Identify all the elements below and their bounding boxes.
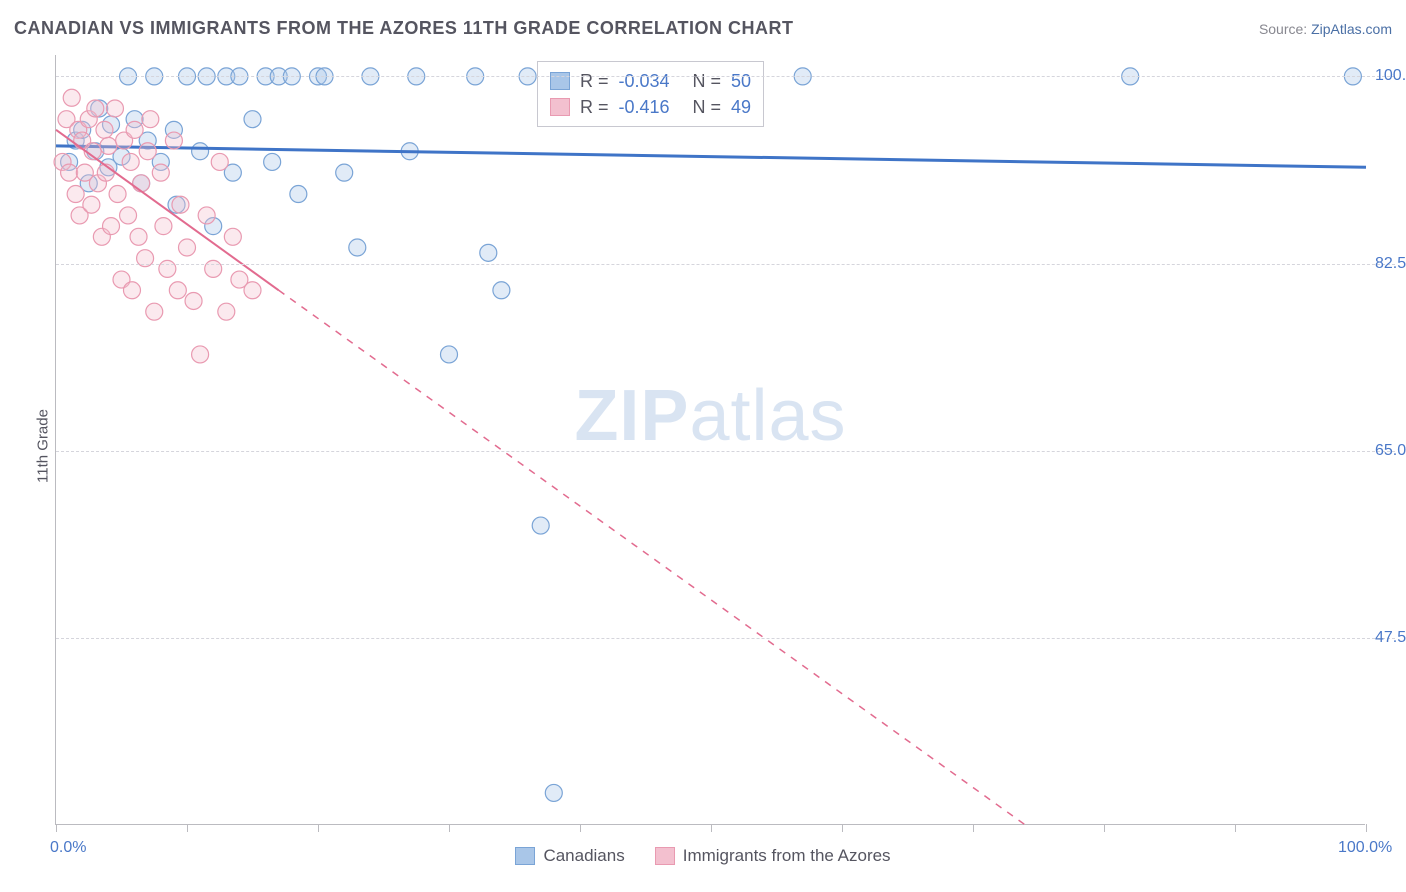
x-tick <box>1366 824 1367 832</box>
data-point <box>218 303 235 320</box>
data-point <box>133 175 150 192</box>
y-tick-label: 100.0% <box>1365 67 1406 85</box>
n-value: 49 <box>731 97 751 118</box>
data-point <box>172 196 189 213</box>
legend-item: Canadians <box>515 846 624 866</box>
correlation-legend-row: R = -0.034 N = 50 <box>550 68 751 94</box>
gridline-h <box>56 76 1395 77</box>
data-point <box>244 282 261 299</box>
data-point <box>211 153 228 170</box>
data-point <box>349 239 366 256</box>
scatter-svg <box>56 55 1365 824</box>
x-tick <box>711 824 712 832</box>
data-point <box>139 143 156 160</box>
legend-label: Immigrants from the Azores <box>683 846 891 866</box>
data-point <box>130 228 147 245</box>
chart-plot-area: ZIPatlas R =-0.034N =50R =-0.416N =49 47… <box>55 55 1365 825</box>
data-point <box>146 303 163 320</box>
data-point <box>264 153 281 170</box>
x-tick <box>1235 824 1236 832</box>
correlation-legend-row: R = -0.416 N = 49 <box>550 94 751 120</box>
data-point <box>120 207 137 224</box>
y-axis-label: 11th Grade <box>34 409 51 483</box>
r-value: -0.034 <box>619 71 683 92</box>
x-tick <box>842 824 843 832</box>
data-point <box>100 137 117 154</box>
data-point <box>169 282 186 299</box>
gridline-h <box>56 264 1395 265</box>
series-legend: Canadians Immigrants from the Azores <box>0 846 1406 866</box>
data-point <box>142 111 159 128</box>
chart-source: Source: ZipAtlas.com <box>1259 21 1392 37</box>
data-point <box>96 121 113 138</box>
n-label: N = <box>693 71 722 92</box>
gridline-h <box>56 451 1395 452</box>
data-point <box>103 218 120 235</box>
data-point <box>545 784 562 801</box>
x-tick <box>580 824 581 832</box>
x-tick <box>973 824 974 832</box>
data-point <box>106 100 123 117</box>
data-point <box>185 292 202 309</box>
r-value: -0.416 <box>619 97 683 118</box>
trend-line <box>56 146 1366 167</box>
y-tick-label: 65.0% <box>1365 442 1406 460</box>
data-point <box>493 282 510 299</box>
data-point <box>165 132 182 149</box>
trend-line-extrapolated <box>279 290 1026 825</box>
data-point <box>192 346 209 363</box>
data-point <box>87 100 104 117</box>
data-point <box>336 164 353 181</box>
gridline-h <box>56 638 1395 639</box>
data-point <box>126 121 143 138</box>
x-tick <box>56 824 57 832</box>
legend-swatch <box>550 98 570 116</box>
data-point <box>532 517 549 534</box>
legend-label: Canadians <box>543 846 624 866</box>
data-point <box>290 186 307 203</box>
data-point <box>61 164 78 181</box>
data-point <box>480 244 497 261</box>
data-point <box>224 228 241 245</box>
legend-swatch <box>550 72 570 90</box>
data-point <box>67 186 84 203</box>
y-tick-label: 47.5% <box>1365 629 1406 647</box>
data-point <box>83 196 100 213</box>
n-label: N = <box>693 97 722 118</box>
x-tick <box>187 824 188 832</box>
data-point <box>155 218 172 235</box>
data-point <box>122 153 139 170</box>
x-tick <box>1104 824 1105 832</box>
data-point <box>63 89 80 106</box>
data-point <box>244 111 261 128</box>
data-point <box>198 207 215 224</box>
y-tick-label: 82.5% <box>1365 255 1406 273</box>
source-name: ZipAtlas.com <box>1311 21 1392 37</box>
source-prefix: Source: <box>1259 21 1311 37</box>
x-tick <box>449 824 450 832</box>
data-point <box>123 282 140 299</box>
chart-header: CANADIAN VS IMMIGRANTS FROM THE AZORES 1… <box>14 18 1392 39</box>
legend-swatch <box>515 847 535 865</box>
r-label: R = <box>580 97 609 118</box>
data-point <box>152 164 169 181</box>
data-point <box>192 143 209 160</box>
legend-swatch <box>655 847 675 865</box>
data-point <box>179 239 196 256</box>
r-label: R = <box>580 71 609 92</box>
correlation-legend: R = -0.034 N = 50 R = -0.416 N = 49 <box>537 61 764 127</box>
n-value: 50 <box>731 71 751 92</box>
data-point <box>109 186 126 203</box>
legend-item: Immigrants from the Azores <box>655 846 891 866</box>
chart-title: CANADIAN VS IMMIGRANTS FROM THE AZORES 1… <box>14 18 794 39</box>
x-tick <box>318 824 319 832</box>
data-point <box>441 346 458 363</box>
